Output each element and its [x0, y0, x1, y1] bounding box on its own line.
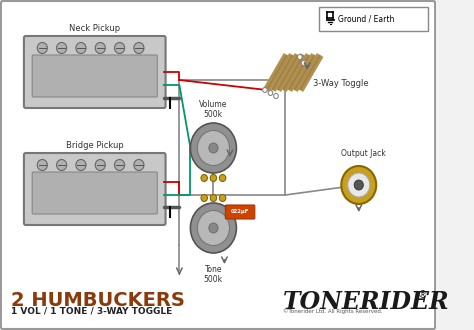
Text: Tone
500k: Tone 500k: [204, 265, 223, 284]
Circle shape: [210, 175, 217, 182]
Circle shape: [95, 43, 105, 53]
Circle shape: [76, 159, 86, 171]
Circle shape: [263, 87, 267, 92]
Circle shape: [201, 194, 208, 202]
FancyBboxPatch shape: [225, 205, 255, 219]
Circle shape: [56, 159, 67, 171]
Text: Bridge Pickup: Bridge Pickup: [66, 141, 124, 150]
Text: ©Tonerider Ltd. All Rights Reserved.: ©Tonerider Ltd. All Rights Reserved.: [283, 308, 383, 314]
Circle shape: [37, 159, 47, 171]
Circle shape: [341, 166, 376, 204]
Text: 022µF: 022µF: [231, 210, 249, 215]
FancyBboxPatch shape: [24, 36, 165, 108]
FancyBboxPatch shape: [32, 55, 157, 97]
FancyBboxPatch shape: [1, 1, 435, 329]
Circle shape: [219, 175, 226, 182]
Circle shape: [95, 159, 105, 171]
Circle shape: [209, 223, 218, 233]
FancyBboxPatch shape: [319, 7, 428, 31]
Circle shape: [273, 93, 278, 98]
Text: ®: ®: [418, 290, 428, 300]
Text: Neck Pickup: Neck Pickup: [69, 24, 120, 33]
Circle shape: [268, 90, 273, 95]
Circle shape: [298, 54, 302, 59]
Text: Ground / Earth: Ground / Earth: [337, 15, 394, 23]
Circle shape: [348, 173, 370, 197]
Circle shape: [134, 43, 144, 53]
Text: 1 VOL / 1 TONE / 3-WAY TOGGLE: 1 VOL / 1 TONE / 3-WAY TOGGLE: [11, 307, 172, 316]
Circle shape: [209, 143, 218, 153]
Circle shape: [201, 175, 208, 182]
Text: 3-Way Toggle: 3-Way Toggle: [313, 79, 368, 87]
Circle shape: [191, 203, 237, 253]
Circle shape: [134, 159, 144, 171]
Circle shape: [56, 43, 67, 53]
Circle shape: [197, 211, 229, 246]
Circle shape: [301, 60, 306, 65]
Text: Volume
500k: Volume 500k: [199, 100, 228, 119]
Text: Output Jack: Output Jack: [341, 149, 386, 158]
Text: 2 HUMBUCKERS: 2 HUMBUCKERS: [11, 291, 185, 310]
Circle shape: [115, 43, 125, 53]
Circle shape: [191, 123, 237, 173]
Circle shape: [37, 43, 47, 53]
Circle shape: [219, 194, 226, 202]
Circle shape: [210, 194, 217, 202]
Circle shape: [354, 180, 364, 190]
Circle shape: [115, 159, 125, 171]
Circle shape: [76, 43, 86, 53]
Circle shape: [197, 130, 229, 166]
Text: TONERIDER: TONERIDER: [283, 290, 450, 314]
FancyBboxPatch shape: [24, 153, 165, 225]
FancyBboxPatch shape: [32, 172, 157, 214]
